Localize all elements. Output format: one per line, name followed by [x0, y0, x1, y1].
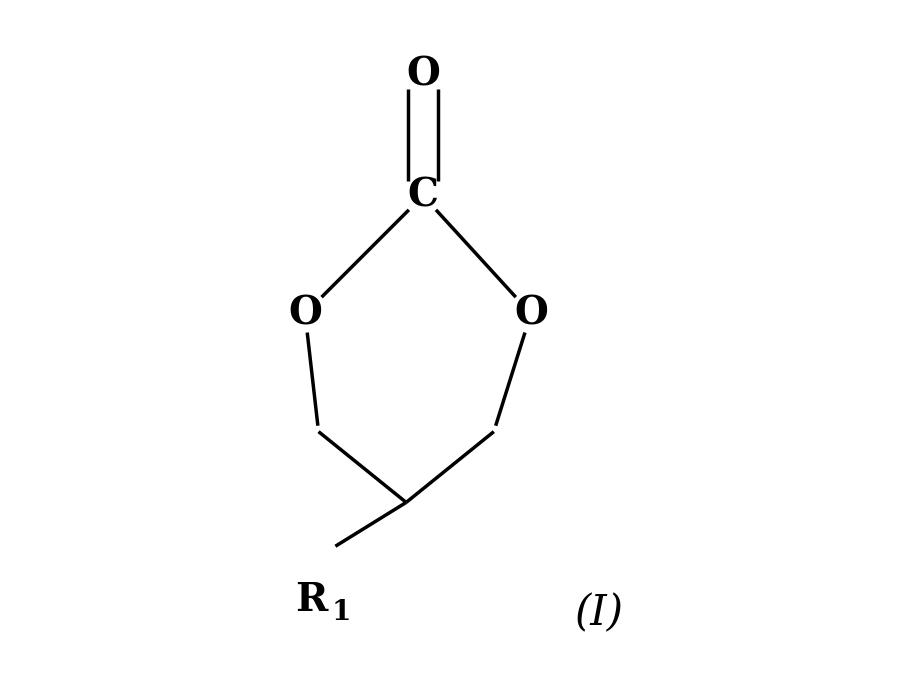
Text: O: O [406, 55, 440, 94]
Text: (I): (I) [574, 592, 623, 634]
Text: 1: 1 [332, 599, 351, 626]
Text: R: R [295, 581, 328, 619]
Text: O: O [514, 294, 548, 333]
Text: O: O [288, 294, 322, 333]
Text: C: C [408, 177, 438, 215]
